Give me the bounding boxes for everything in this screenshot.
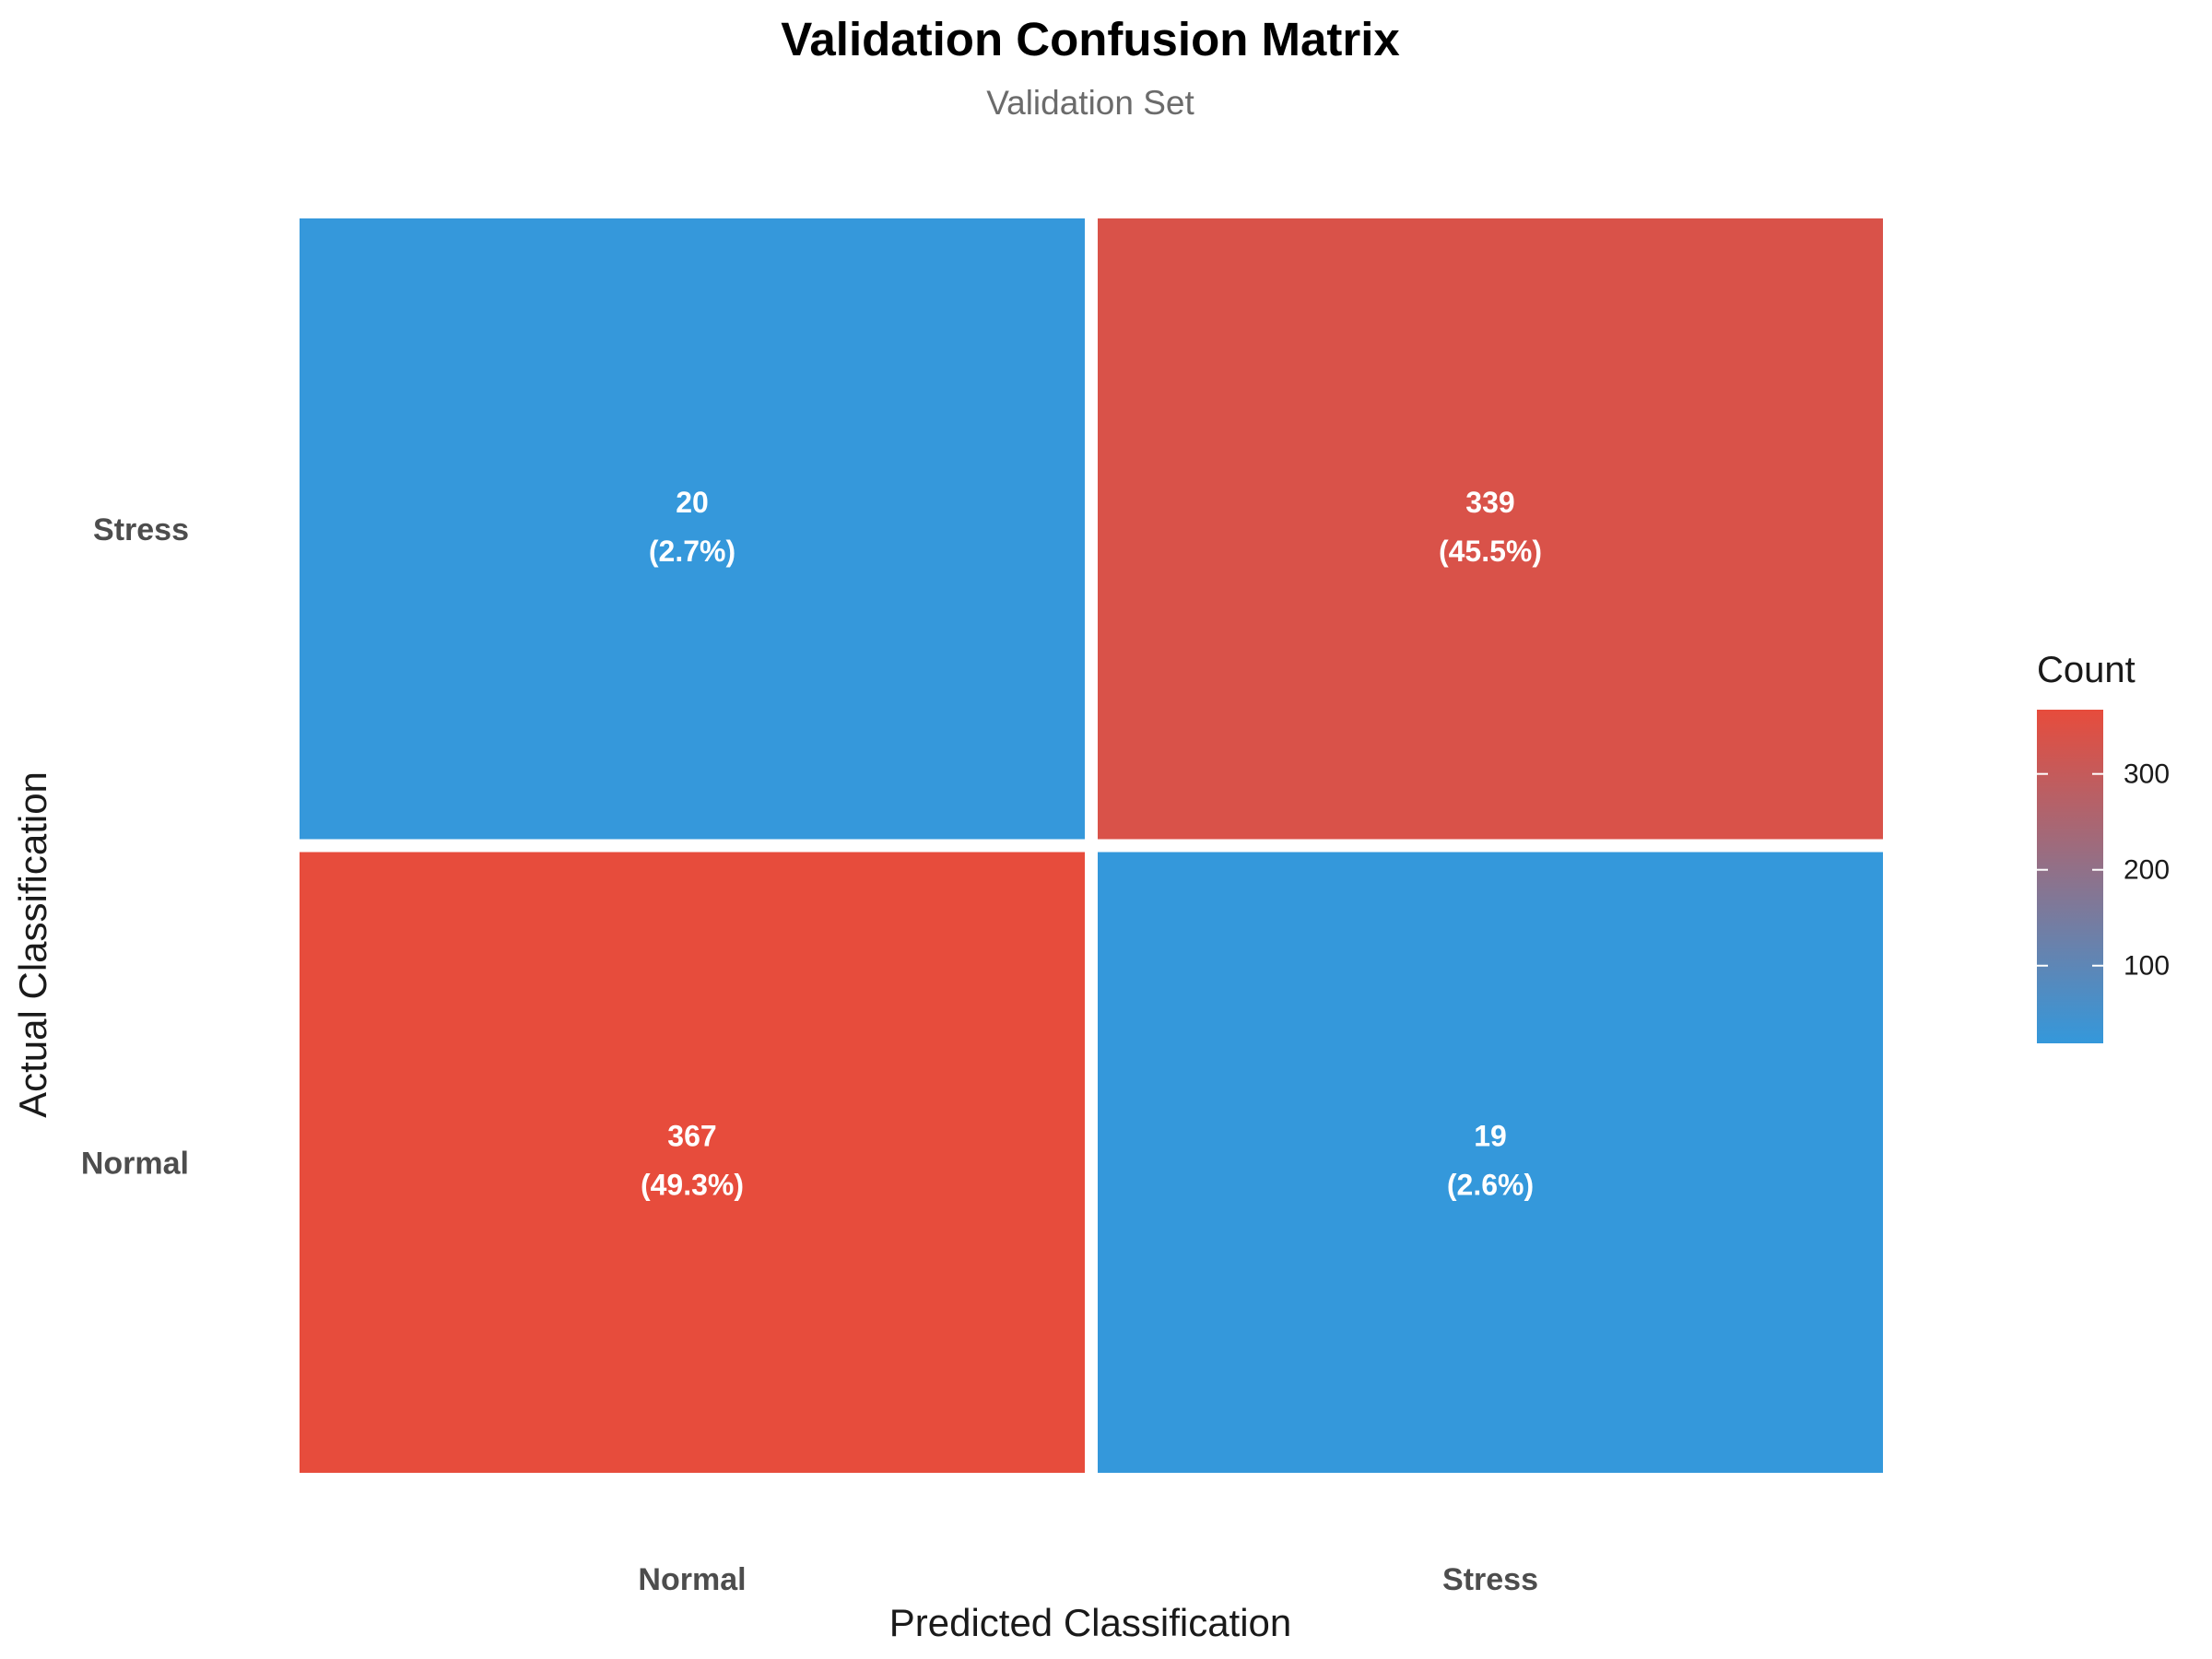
cell-count-label: 367 bbox=[667, 1119, 716, 1152]
heatmap-cell-normal-stress bbox=[1098, 852, 1883, 1473]
heatmap-cell-normal-normal bbox=[300, 852, 1085, 1473]
legend-title: Count bbox=[2037, 650, 2136, 690]
cell-percent-label: (2.6%) bbox=[1447, 1168, 1534, 1201]
cell-percent-label: (2.7%) bbox=[649, 535, 735, 568]
cell-percent-label: (45.5%) bbox=[1439, 535, 1542, 568]
chart-title: Validation Confusion Matrix bbox=[781, 13, 1400, 65]
y-axis-title: Actual Classification bbox=[11, 771, 54, 1118]
legend-tick-label: 300 bbox=[2124, 759, 2170, 790]
legend-tick-label: 200 bbox=[2124, 855, 2170, 886]
legend-tick-label: 100 bbox=[2124, 951, 2170, 982]
legend-colorbar bbox=[2037, 710, 2103, 1043]
cell-percent-label: (49.3%) bbox=[641, 1168, 744, 1201]
chart-subtitle: Validation Set bbox=[986, 84, 1194, 122]
x-tick-label: Stress bbox=[1442, 1562, 1538, 1597]
cell-count-label: 19 bbox=[1474, 1119, 1507, 1152]
legend-ticks: 100 200 300 bbox=[2037, 759, 2170, 982]
cell-count-label: 20 bbox=[676, 486, 709, 519]
heatmap-cell-stress-stress bbox=[1098, 218, 1883, 840]
cell-count-label: 339 bbox=[1465, 486, 1514, 519]
y-tick-label: Stress bbox=[93, 512, 189, 547]
x-tick-label: Normal bbox=[638, 1562, 746, 1597]
x-axis-title: Predicted Classification bbox=[889, 1601, 1292, 1644]
color-legend: Count 100 200 300 bbox=[2037, 650, 2170, 1043]
cell-labels: 20 (2.7%) 339 (45.5%) 367 (49.3%) 19 (2.6%) bbox=[641, 486, 1542, 1202]
y-tick-label: Normal bbox=[81, 1146, 189, 1181]
heatmap-cells bbox=[300, 218, 1883, 1473]
axis-tick-labels: Normal Stress Normal Stress bbox=[81, 512, 1538, 1597]
heatmap-cell-stress-normal bbox=[300, 218, 1085, 840]
